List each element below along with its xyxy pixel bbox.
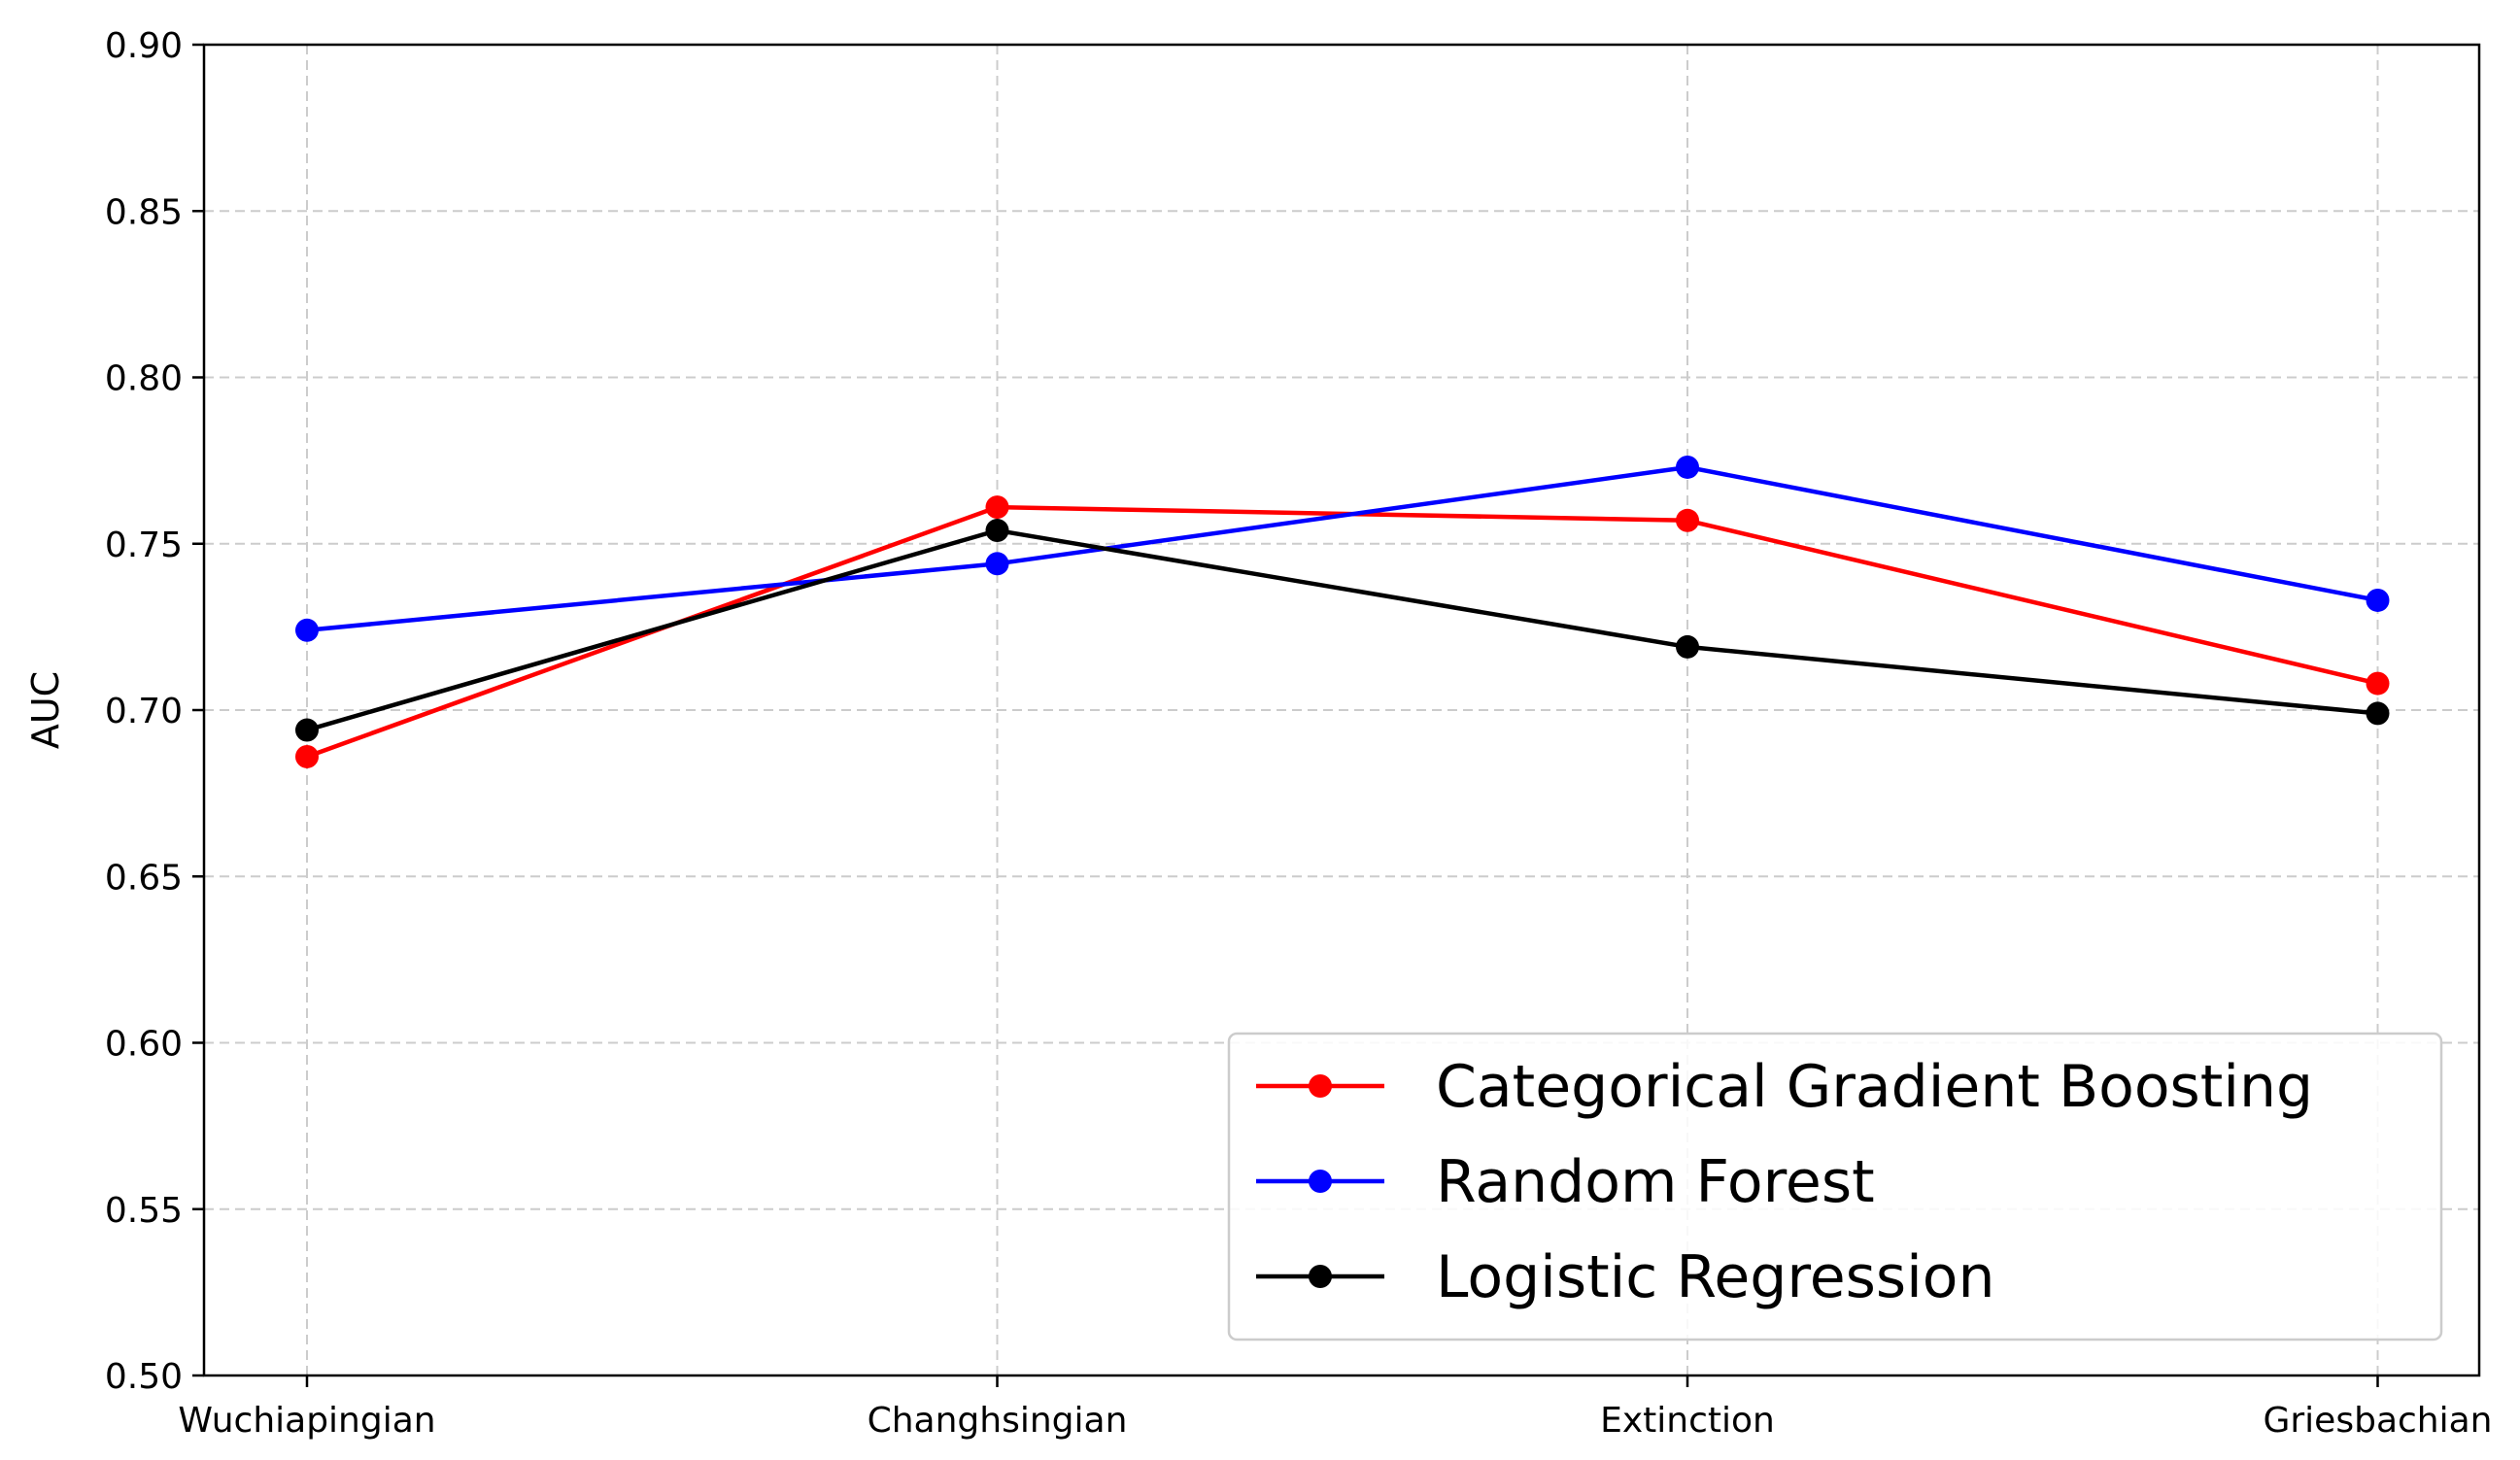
data-point: [295, 618, 319, 642]
x-tick-label: Griesbachian: [2263, 1401, 2492, 1441]
y-tick-label: 0.75: [105, 526, 183, 565]
legend-marker: [1309, 1170, 1332, 1193]
legend-label: Categorical Gradient Boosting: [1436, 1053, 2313, 1121]
x-axis-ticks: Wuchiapingian Changhsingian Extinction Grie…: [178, 1375, 2493, 1441]
data-point: [985, 552, 1009, 576]
y-axis-ticks: 0.50 0.55 0.60 0.65 0.70 0.75 0.80 0.85 0.90: [105, 26, 204, 1397]
y-tick-label: 0.65: [105, 858, 183, 898]
data-point: [985, 519, 1009, 543]
series-line: [306, 527, 2378, 732]
x-tick-label: Changhsingian: [868, 1401, 1128, 1441]
y-axis-label: AUC: [24, 671, 67, 749]
legend: Categorical Gradient Boosting Random Fore…: [1227, 1032, 2443, 1341]
series-0: [295, 495, 2390, 768]
series-line: [306, 464, 2378, 633]
data-point: [1676, 455, 1699, 479]
plot-frame: [202, 43, 2481, 1377]
x-tick-label: Extinction: [1600, 1401, 1775, 1441]
series-1: [295, 455, 2390, 642]
legend-item: Logistic Regression: [1256, 1243, 1995, 1311]
data-point: [2366, 588, 2390, 612]
series-2: [295, 519, 2390, 742]
x-tick-label: Wuchiapingian: [178, 1401, 435, 1441]
legend-label: Random Forest: [1436, 1148, 1875, 1216]
series-lines: [295, 455, 2390, 768]
legend-box: [1227, 1032, 2443, 1341]
y-tick-label: 0.90: [105, 26, 183, 66]
y-tick-label: 0.60: [105, 1025, 183, 1065]
legend-marker: [1309, 1265, 1332, 1288]
legend-item: Random Forest: [1256, 1148, 1875, 1216]
data-point: [2366, 701, 2390, 726]
y-tick-label: 0.55: [105, 1191, 183, 1231]
y-tick-label: 0.85: [105, 192, 183, 232]
y-tick-label: 0.80: [105, 359, 183, 399]
legend-label: Logistic Regression: [1436, 1243, 1995, 1311]
legend-marker: [1309, 1074, 1332, 1098]
data-point: [295, 718, 319, 742]
data-point: [295, 744, 319, 768]
y-tick-label: 0.50: [105, 1357, 183, 1397]
data-point: [985, 495, 1009, 520]
data-point: [1676, 634, 1699, 659]
legend-item: Categorical Gradient Boosting: [1256, 1053, 2313, 1121]
data-point: [2366, 671, 2390, 696]
y-tick-label: 0.70: [105, 692, 183, 731]
data-point: [1676, 508, 1699, 532]
